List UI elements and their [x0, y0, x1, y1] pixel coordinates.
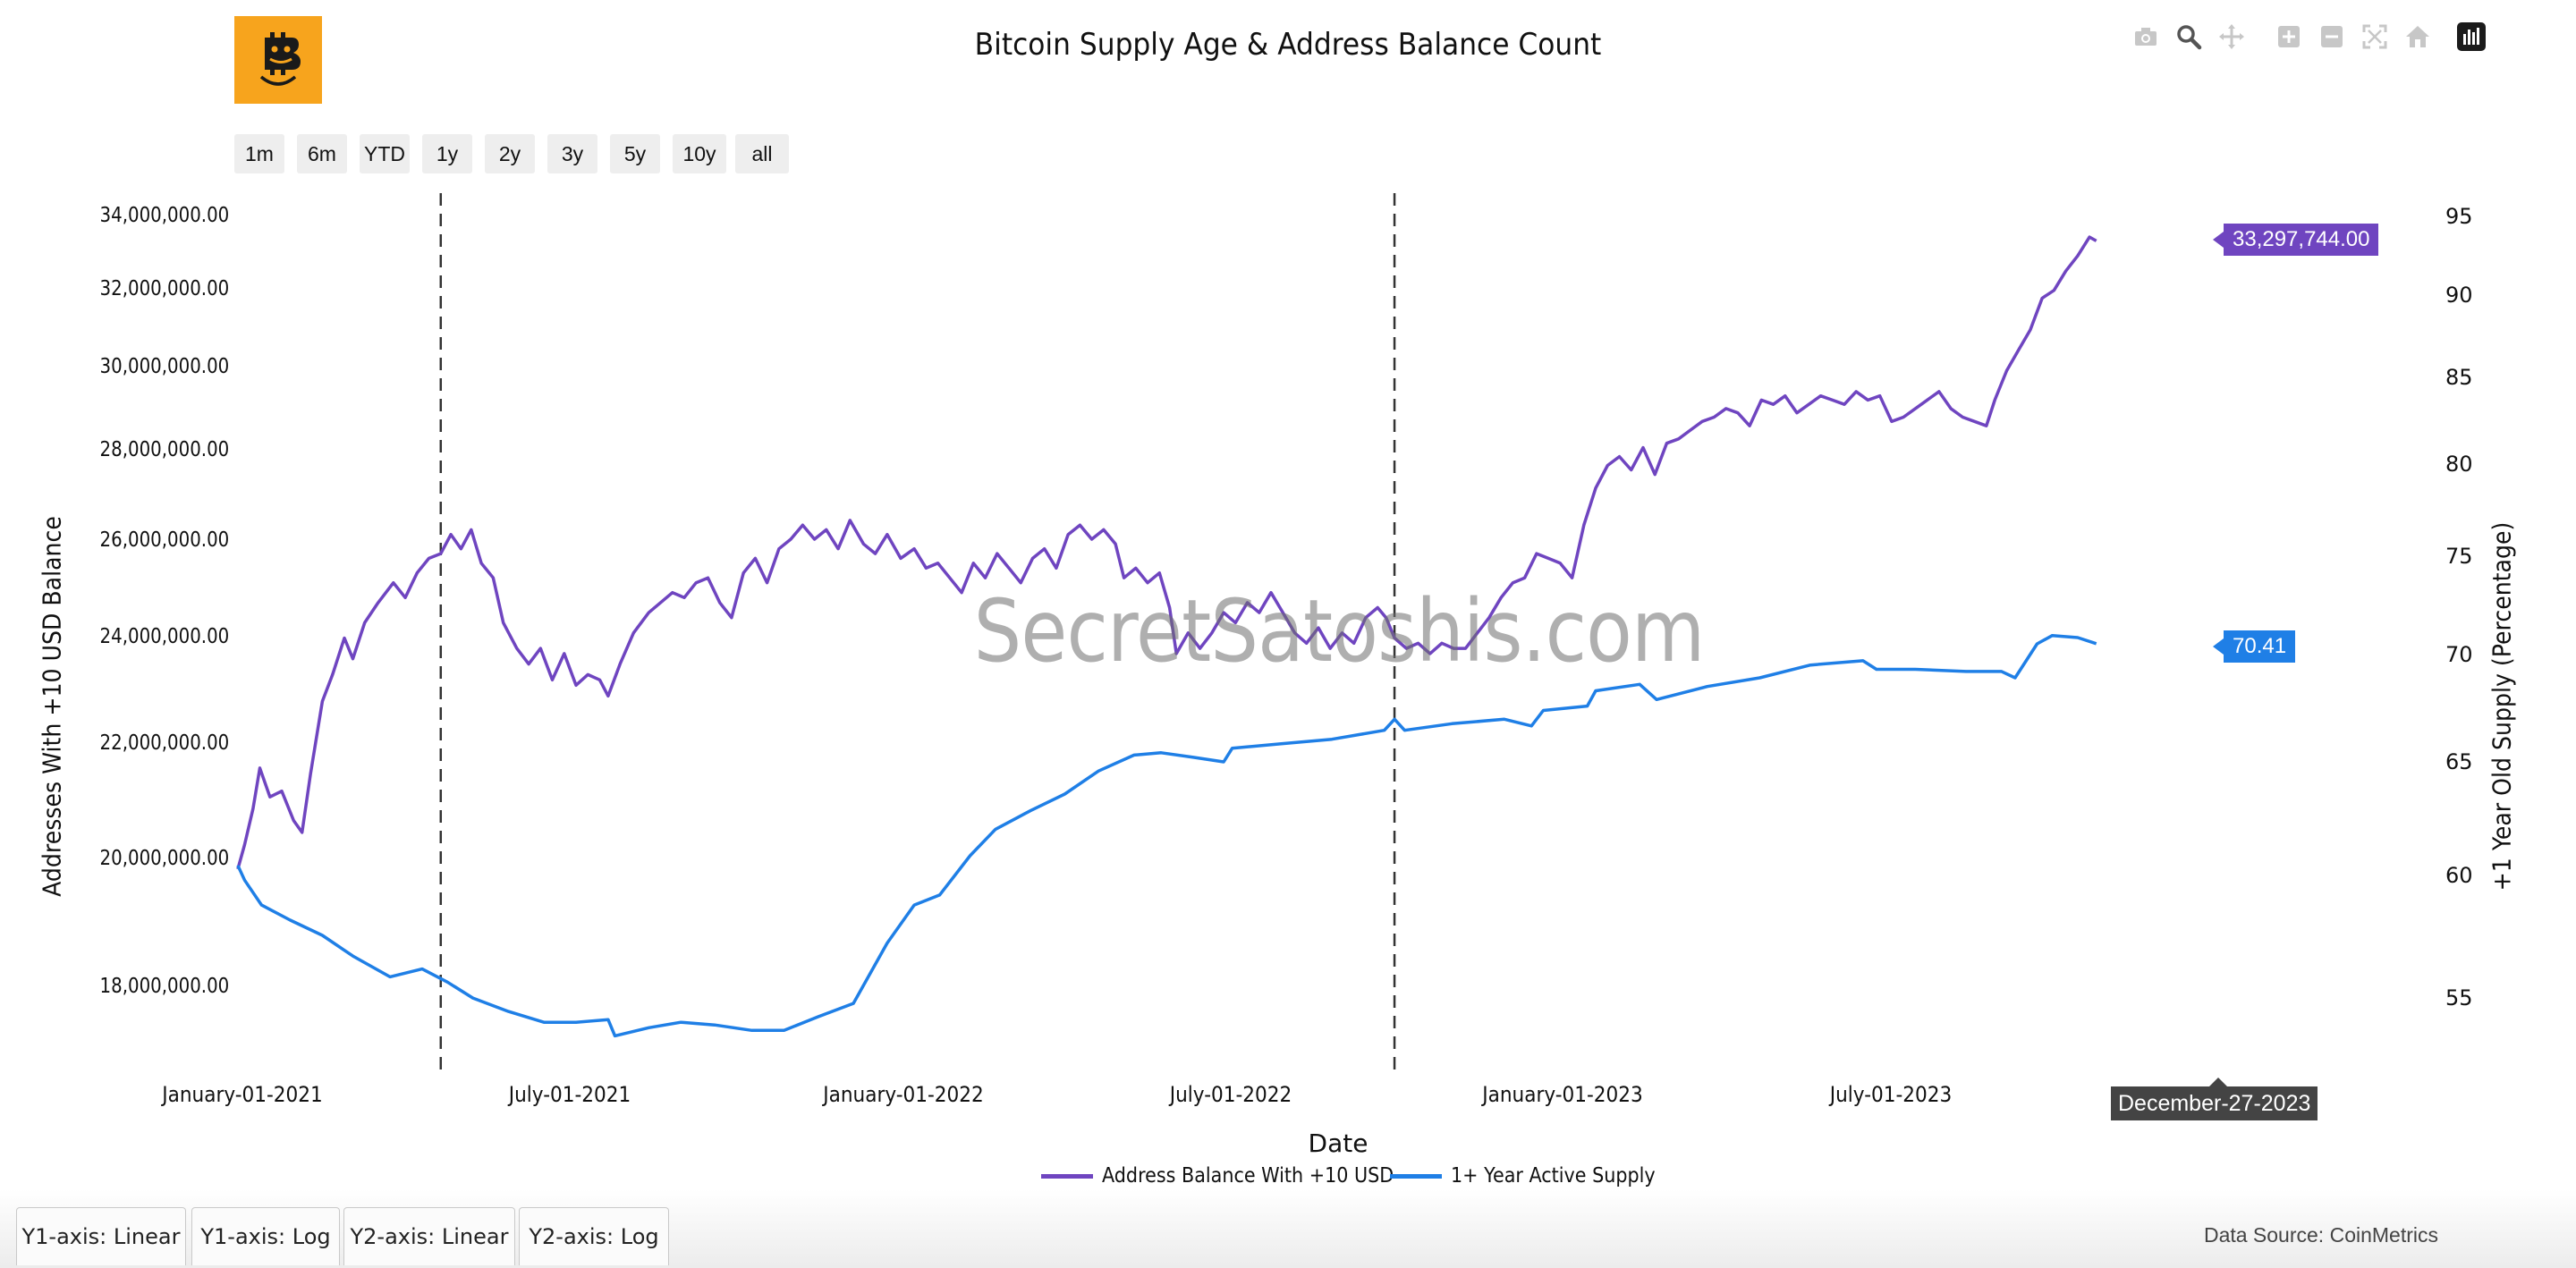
range-button-1m[interactable]: 1m — [234, 134, 284, 173]
legend-label: 1+ Year Active Supply — [1451, 1164, 1656, 1188]
y2-axis-title: +1 Year Old Supply (Percentage) — [2487, 521, 2517, 892]
legend-label: Address Balance With +10 USD — [1102, 1164, 1394, 1188]
zoom-out-icon[interactable] — [2315, 20, 2349, 54]
y2-tick-label: 80 — [2445, 452, 2473, 477]
reset-home-icon[interactable] — [2401, 20, 2435, 54]
x-tick-label: January-01-2022 — [823, 1082, 984, 1107]
y1-tick-label: 34,000,000.00 — [99, 204, 229, 227]
tab-y2-log[interactable]: Y2-axis: Log — [519, 1207, 669, 1265]
range-button-ytd[interactable]: YTD — [360, 134, 410, 173]
camera-icon[interactable] — [2129, 20, 2163, 54]
watermark: SecretSatoshis.com — [973, 581, 1706, 681]
series2-last-value-label: 70.41 — [2213, 630, 2296, 663]
range-button-3y[interactable]: 3y — [547, 134, 597, 173]
y2-tick-label: 70 — [2445, 642, 2473, 667]
bitcoin-logo — [234, 16, 322, 104]
x-tick-label: January-01-2023 — [1482, 1082, 1643, 1107]
y1-tick-label: 20,000,000.00 — [99, 847, 229, 870]
range-button-10y[interactable]: 10y — [673, 134, 726, 173]
tab-y1-linear[interactable]: Y1-axis: Linear — [16, 1207, 186, 1265]
y2-tick-label: 60 — [2445, 863, 2473, 888]
x-tick-label: January-01-2021 — [162, 1082, 323, 1107]
y2-tick-label: 85 — [2445, 365, 2473, 390]
range-button-6m[interactable]: 6m — [297, 134, 347, 173]
range-button-5y[interactable]: 5y — [610, 134, 660, 173]
pan-icon[interactable] — [2215, 20, 2249, 54]
hover-date-text: December-27-2023 — [2118, 1090, 2311, 1116]
series1-last-value-text: 33,297,744.00 — [2233, 227, 2370, 251]
legend-item-series2[interactable]: 1+ Year Active Supply — [1390, 1164, 1678, 1188]
x-tick-label: July-01-2022 — [1169, 1082, 1292, 1107]
y1-tick-label: 32,000,000.00 — [99, 277, 229, 300]
tab-y1-log[interactable]: Y1-axis: Log — [191, 1207, 340, 1265]
bitcoin-logo-icon — [259, 32, 301, 86]
x-axis-title: Date — [1308, 1129, 1368, 1158]
legend-swatch — [1390, 1173, 1442, 1179]
y1-tick-label: 26,000,000.00 — [99, 528, 229, 552]
y2-tick-label: 55 — [2445, 985, 2473, 1010]
x-tick-label: July-01-2023 — [1829, 1082, 1953, 1107]
y1-tick-label: 18,000,000.00 — [99, 975, 229, 998]
hover-date-label: December-27-2023 — [2111, 1078, 2318, 1120]
plotly-logo-icon[interactable] — [2454, 20, 2488, 54]
range-button-1y[interactable]: 1y — [422, 134, 472, 173]
y1-tick-label: 22,000,000.00 — [99, 731, 229, 755]
series1-last-value-label: 33,297,744.00 — [2213, 224, 2379, 256]
tab-y2-linear[interactable]: Y2-axis: Linear — [343, 1207, 515, 1265]
x-tick-label: July-01-2021 — [508, 1082, 631, 1107]
zoom-icon[interactable] — [2172, 20, 2206, 54]
data-source-note: Data Source: CoinMetrics — [2203, 1223, 2438, 1247]
y2-tick-label: 65 — [2445, 749, 2473, 774]
y2-tick-label: 95 — [2445, 204, 2473, 229]
series2-last-value-text: 70.41 — [2233, 634, 2287, 658]
y1-tick-label: 30,000,000.00 — [99, 355, 229, 378]
autoscale-icon[interactable] — [2358, 20, 2392, 54]
y1-axis-title: Addresses With +10 USD Balance — [37, 516, 67, 897]
y2-tick-label: 90 — [2445, 283, 2473, 308]
legend-item-series1[interactable]: Address Balance With +10 USD — [1041, 1164, 1426, 1188]
range-button-2y[interactable]: 2y — [485, 134, 535, 173]
y2-tick-label: 75 — [2445, 544, 2473, 569]
zoom-in-icon[interactable] — [2272, 20, 2306, 54]
chart-title: Bitcoin Supply Age & Address Balance Cou… — [974, 27, 1602, 63]
legend-swatch — [1041, 1173, 1093, 1179]
y1-tick-label: 24,000,000.00 — [99, 625, 229, 648]
series-line-2[interactable] — [236, 633, 2097, 1038]
range-button-all[interactable]: all — [735, 134, 789, 173]
y1-tick-label: 28,000,000.00 — [99, 438, 229, 461]
series-line-1[interactable] — [236, 235, 2097, 870]
